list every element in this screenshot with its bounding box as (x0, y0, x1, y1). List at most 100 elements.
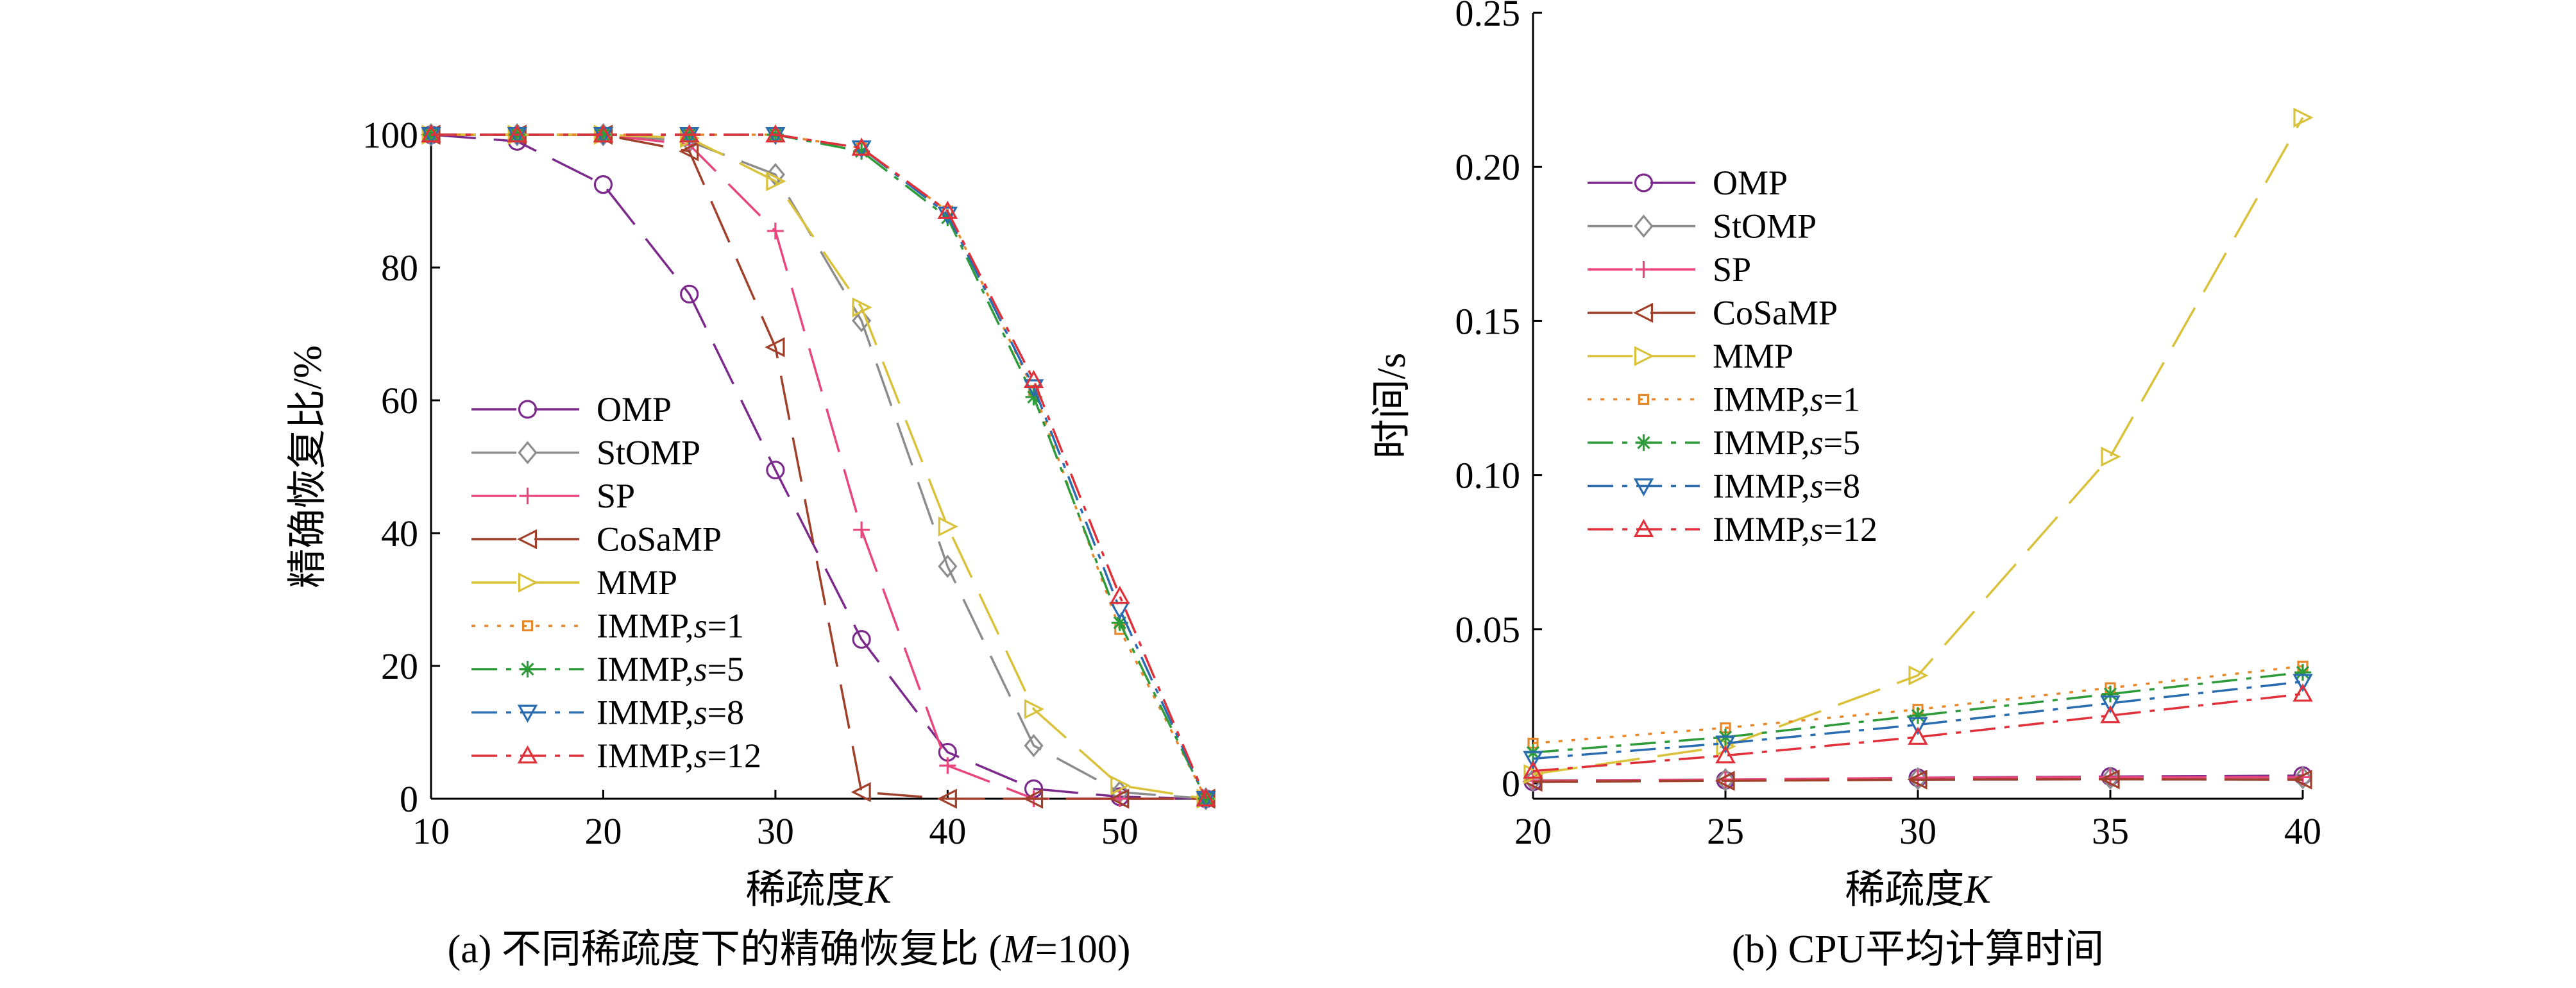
x-tick-label: 30 (1899, 810, 1936, 852)
legend-marker (517, 745, 538, 764)
data-point (852, 297, 872, 318)
data-point (851, 137, 872, 156)
data-point (680, 284, 699, 303)
data-point (1715, 771, 1735, 791)
series-line-4 (1532, 117, 2304, 776)
legend-label: IMMP,s=1 (1713, 380, 1860, 419)
data-point (1111, 614, 1128, 631)
legend-label: StOMP (1713, 207, 1817, 246)
data-point (766, 461, 785, 480)
y-tick-label: 80 (381, 247, 418, 289)
x-tick-label: 50 (1101, 810, 1139, 852)
data-point (421, 124, 441, 142)
data-point (1910, 707, 1926, 724)
legend-marker (1634, 173, 1654, 192)
data-point (2100, 766, 2121, 790)
series-line-8 (431, 133, 1207, 799)
data-point (1908, 665, 1929, 686)
series-line-5 (431, 133, 1207, 799)
data-point (679, 141, 699, 162)
y-tick-label: 0.10 (1455, 455, 1521, 497)
data-point (1110, 775, 1131, 796)
data-point (507, 124, 527, 142)
series-line-6 (431, 133, 1207, 799)
series-line-0 (430, 133, 1207, 800)
data-point (1908, 767, 1928, 790)
legend-marker (521, 620, 534, 632)
data-point (937, 200, 958, 219)
series-line-4 (431, 133, 1207, 800)
series-line-6 (1532, 671, 2303, 754)
data-point (2293, 107, 2314, 128)
data-point (937, 207, 958, 225)
legend-label: IMMP,s=1 (597, 607, 744, 645)
x-tick-label: 20 (1514, 810, 1552, 852)
data-point (1715, 745, 1736, 763)
data-point (1024, 734, 1044, 758)
data-point (595, 126, 612, 143)
data-point (593, 124, 614, 142)
caption: (b) CPU平均计算时间 (1732, 928, 2104, 971)
data-point (936, 788, 957, 809)
y-axis-label: 时间/s (1370, 353, 1414, 459)
data-point (853, 142, 870, 160)
data-point (2294, 664, 2311, 681)
legend-marker (1634, 214, 1654, 238)
y-tick-label: 40 (381, 513, 418, 554)
y-tick-label: 100 (362, 114, 418, 156)
legend-label: CoSaMP (1713, 294, 1838, 332)
data-point (593, 175, 613, 194)
legend-label: MMP (597, 563, 677, 602)
data-point (1024, 699, 1045, 719)
data-point (1109, 788, 1130, 809)
data-point (2292, 766, 2313, 790)
data-point (852, 309, 872, 332)
data-point (939, 757, 956, 774)
data-point (2100, 695, 2121, 714)
legend-marker (1633, 518, 1654, 538)
legend-label: MMP (1713, 337, 1793, 375)
legend-label: IMMP,s=12 (597, 737, 761, 775)
legend-label: IMMP,s=8 (597, 694, 744, 732)
data-point (938, 516, 958, 537)
legend-marker (1635, 261, 1652, 278)
y-tick-label: 0 (400, 778, 418, 820)
legend-marker (1632, 302, 1654, 323)
y-tick-label: 0.25 (1455, 0, 1521, 34)
legend-marker (517, 704, 538, 723)
x-axis-label: 稀疏度K (745, 868, 894, 912)
legend-marker (518, 572, 539, 593)
data-point (1111, 790, 1128, 807)
series-line-7 (1532, 680, 2303, 760)
y-tick-label: 0.20 (1455, 146, 1521, 188)
x-axis-label: 稀疏度K (1845, 868, 1993, 912)
data-point (2292, 769, 2312, 790)
chart-b-cpu-time: 20 25 30 35 40 0 0.05 0.10 0.15 0.20 0.25 稀疏度K 时间/s O… (1370, 0, 2321, 971)
x-tick-label: 25 (1707, 810, 1744, 852)
data-point (766, 171, 786, 192)
series-line-3 (1532, 778, 2303, 783)
data-point (1908, 717, 1928, 736)
x-tick-label: 40 (2284, 810, 2321, 852)
legend-marker (1635, 434, 1652, 451)
data-point (679, 124, 700, 142)
legend-marker (1633, 478, 1654, 497)
data-point (1022, 788, 1044, 809)
series-line-7 (431, 133, 1207, 799)
legend-marker (516, 529, 538, 550)
data-point (1023, 370, 1044, 388)
data-point (765, 337, 785, 357)
x-tick-label: 40 (929, 810, 966, 852)
data-point (851, 782, 871, 803)
data-point (1907, 769, 1928, 790)
legend-label: CoSaMP (597, 520, 722, 559)
legend-label: IMMP,s=5 (1713, 423, 1860, 462)
x-tick-label: 20 (584, 810, 622, 852)
legend-label: OMP (1713, 164, 1788, 202)
series-line-1 (431, 133, 1207, 800)
legend-marker (519, 488, 536, 504)
x-tick-label: 10 (412, 810, 450, 852)
data-point (1715, 768, 1736, 792)
legend-label: StOMP (597, 434, 700, 472)
